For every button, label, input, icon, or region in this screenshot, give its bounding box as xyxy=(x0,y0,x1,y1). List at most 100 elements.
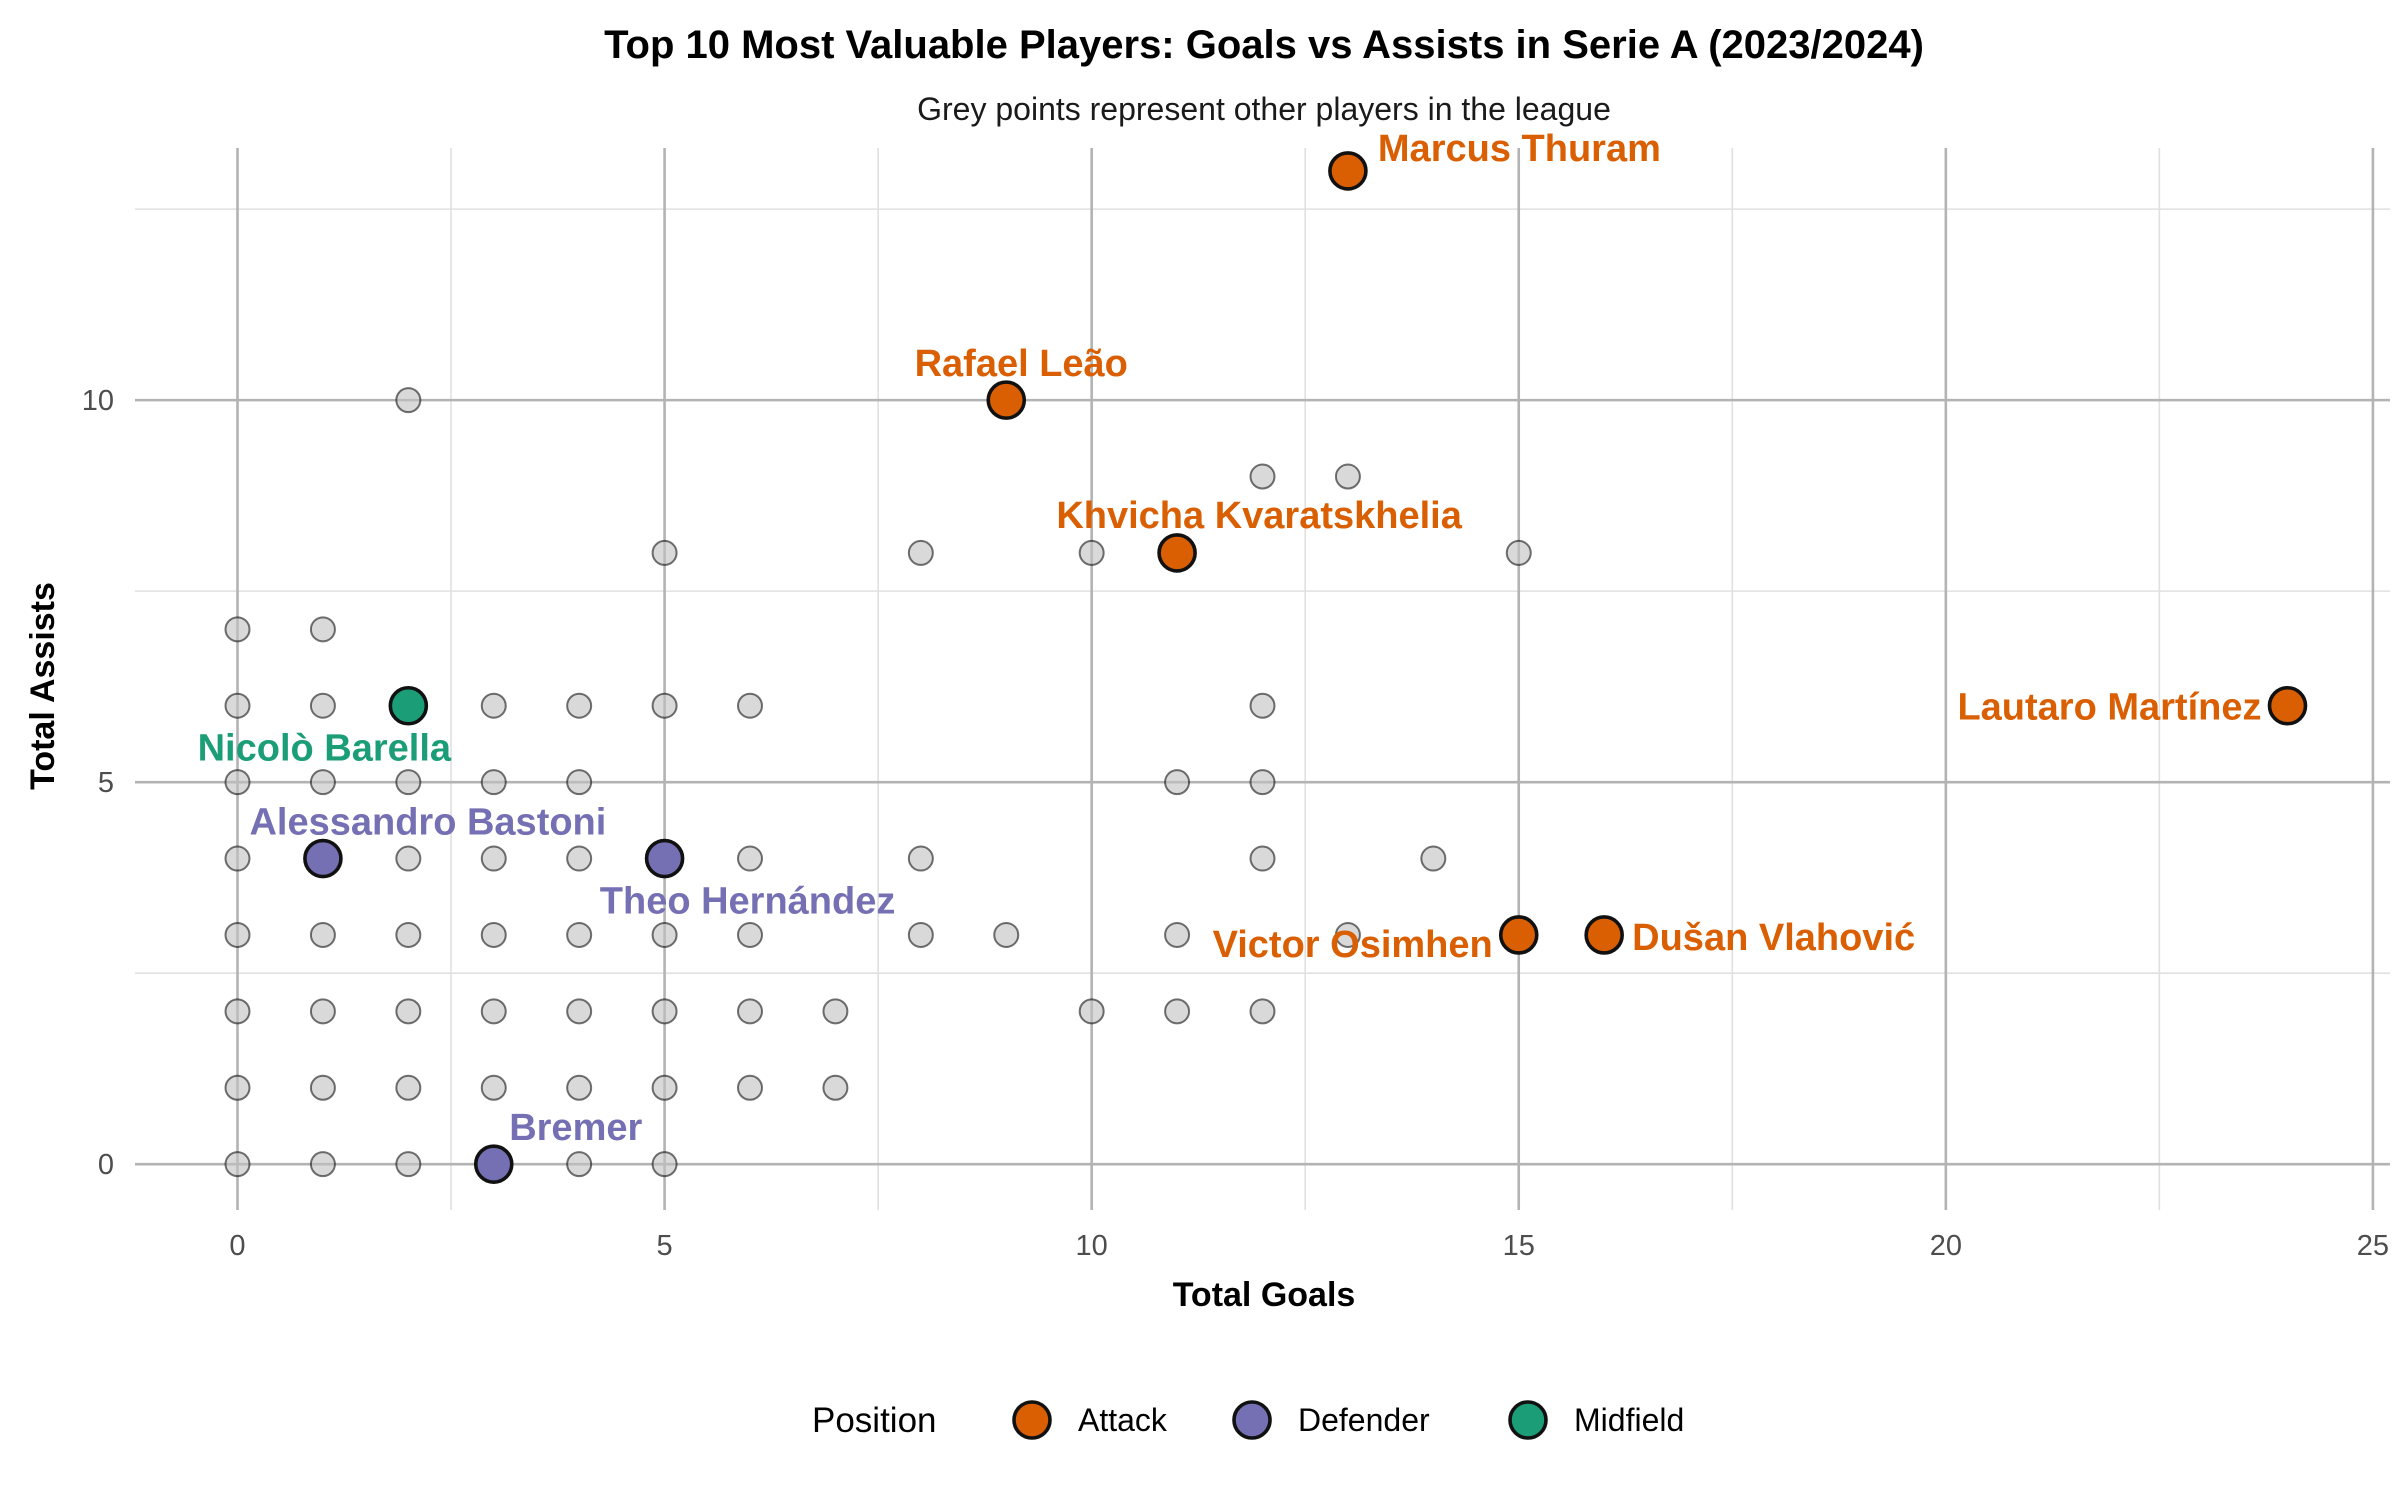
other-player-point xyxy=(1249,769,1276,796)
other-player-point xyxy=(566,769,593,796)
other-player-point xyxy=(1249,845,1276,872)
y-tick-label: 0 xyxy=(98,1149,114,1181)
other-player-point xyxy=(309,998,336,1025)
other-player-point xyxy=(822,998,849,1025)
grid xyxy=(135,148,2390,1210)
other-player-point xyxy=(395,1151,422,1178)
x-tick-label: 10 xyxy=(1076,1230,1108,1262)
other-player-point xyxy=(395,998,422,1025)
legend: Position Attack Defender Midfield xyxy=(812,1400,1684,1440)
top-player-point xyxy=(986,380,1027,420)
other-player-point xyxy=(224,616,251,643)
other-player-point xyxy=(737,921,763,948)
legend-swatch xyxy=(1012,1400,1052,1440)
other-player-point xyxy=(566,998,593,1025)
top-player-point xyxy=(2267,685,2308,726)
other-player-point xyxy=(309,692,336,719)
other-player-point xyxy=(737,845,763,872)
x-tick-label: 5 xyxy=(657,1230,673,1262)
other-player-point xyxy=(566,1074,593,1101)
other-player-point xyxy=(1078,998,1105,1025)
other-player-point xyxy=(309,921,336,948)
top-player-label: Bremer xyxy=(509,1107,642,1149)
other-player-point xyxy=(737,1074,763,1101)
other-player-point xyxy=(1505,539,1532,566)
other-player-point xyxy=(395,921,422,948)
other-player-point xyxy=(480,921,507,948)
other-player-point xyxy=(1249,692,1276,719)
other-player-point xyxy=(1249,463,1276,490)
other-player-point xyxy=(566,1151,593,1178)
other-player-point xyxy=(224,769,251,796)
other-player-point xyxy=(1164,921,1191,948)
y-tick-label: 10 xyxy=(82,385,114,417)
top-player-point xyxy=(1584,915,1624,955)
y-axis-ticks: 0 5 10 xyxy=(82,385,114,1181)
other-player-point xyxy=(309,1074,336,1101)
other-player-point xyxy=(309,1151,336,1178)
top-player-label: Nicolò Barella xyxy=(198,728,452,770)
x-tick-label: 0 xyxy=(229,1230,245,1262)
other-player-point xyxy=(737,692,763,719)
y-tick-label: 5 xyxy=(98,767,114,799)
other-player-point xyxy=(566,845,593,872)
other-player-point xyxy=(480,769,507,796)
legend-swatch xyxy=(1232,1400,1272,1440)
other-player-point xyxy=(480,998,507,1025)
top-player-point xyxy=(388,685,429,726)
x-tick-label: 20 xyxy=(1930,1230,1962,1262)
top-player-label: Victor Osimhen xyxy=(1213,924,1493,966)
other-player-point xyxy=(1334,921,1361,948)
other-player-point xyxy=(480,1074,507,1101)
top-player-point xyxy=(1328,151,1368,191)
chart-title: Top 10 Most Valuable Players: Goals vs A… xyxy=(604,23,1924,67)
other-player-point xyxy=(1420,845,1447,872)
x-tick-label: 25 xyxy=(2357,1230,2389,1262)
other-player-point xyxy=(1164,998,1191,1025)
other-player-point xyxy=(737,998,763,1025)
other-player-point xyxy=(224,998,251,1025)
other-player-point xyxy=(651,921,678,948)
other-player-point xyxy=(480,845,507,872)
other-player-point xyxy=(224,921,251,948)
other-player-point xyxy=(395,769,422,796)
legend-swatch xyxy=(1508,1400,1548,1440)
top-player-point xyxy=(1498,915,1539,955)
top-player-point xyxy=(1157,533,1197,573)
top-player-label: Marcus Thuram xyxy=(1378,128,1661,170)
legend-label: Midfield xyxy=(1574,1402,1684,1438)
y-axis-title: Total Assists xyxy=(24,582,62,790)
other-player-point xyxy=(224,1151,251,1178)
top-player-label: Khvicha Kvaratskhelia xyxy=(1056,495,1462,537)
x-tick-label: 15 xyxy=(1503,1230,1535,1262)
other-player-point xyxy=(566,692,593,719)
other-player-point xyxy=(651,539,678,566)
top-player-point xyxy=(644,838,685,879)
other-player-point xyxy=(395,845,422,872)
top-player-label: Theo Hernández xyxy=(600,881,896,923)
other-player-point xyxy=(822,1074,849,1101)
other-player-point xyxy=(651,1074,678,1101)
top-player-label: Rafael Leão xyxy=(915,343,1128,385)
other-player-point xyxy=(566,921,593,948)
other-player-point xyxy=(907,845,934,872)
other-player-point xyxy=(1249,998,1276,1025)
top-player-label: Dušan Vlahović xyxy=(1632,917,1915,959)
other-player-point xyxy=(395,1074,422,1101)
other-players-points xyxy=(224,387,1532,1178)
legend-label: Attack xyxy=(1078,1402,1168,1438)
top-player-label: Lautaro Martínez xyxy=(1957,687,2261,729)
legend-entries: Attack Defender Midfield xyxy=(1012,1400,1684,1440)
other-player-point xyxy=(1334,463,1361,490)
legend-title: Position xyxy=(812,1401,937,1440)
other-player-point xyxy=(309,616,336,643)
chart-subtitle: Grey points represent other players in t… xyxy=(917,91,1611,127)
other-player-point xyxy=(907,539,934,566)
other-player-point xyxy=(993,921,1020,948)
other-player-point xyxy=(907,921,934,948)
other-player-point xyxy=(224,692,251,719)
other-player-point xyxy=(651,692,678,719)
top-players-labels: Marcus Thuram Rafael Leão Khvicha Kvaratsk… xyxy=(198,128,2262,1149)
top-player-label: Alessandro Bastoni xyxy=(249,802,606,844)
